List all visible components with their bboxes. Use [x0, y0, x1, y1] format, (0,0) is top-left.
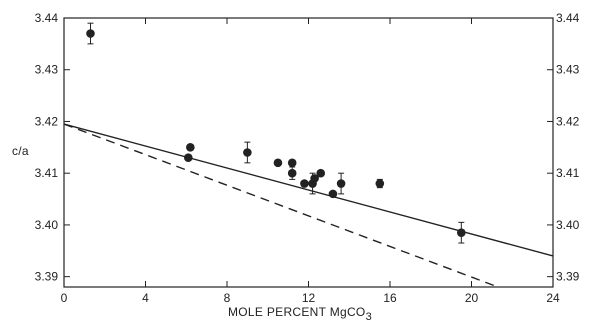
y-tick-label-left-1: 3.40 [35, 218, 59, 232]
y-tick-label-right-4: 3.43 [556, 63, 580, 77]
data-point-13 [375, 179, 385, 188]
y-tick-label-left-0: 3.39 [35, 270, 59, 284]
data-point-3 [243, 148, 252, 157]
y-tick-label-right-0: 3.39 [556, 270, 580, 284]
y-tick-label-right-1: 3.40 [556, 218, 580, 232]
data-point-7 [300, 179, 309, 188]
y-tick-label-right-5: 3.44 [556, 11, 580, 25]
x-tick-label-0: 0 [61, 291, 68, 305]
x-axis-label-main: MOLE PERCENT MgCO [228, 305, 366, 319]
data-point-4 [273, 158, 283, 168]
x-tick-label-1: 4 [142, 291, 149, 305]
data-point-10 [316, 168, 326, 178]
tick-labels: 0 4 8 12 16 20 24 3.39 3.39 3.40 3.40 3.41 3.41 3.42 3… [35, 11, 580, 305]
data-point-1 [186, 143, 195, 152]
x-tick-label-4: 16 [383, 291, 397, 305]
y-tick-label-left-5: 3.44 [35, 11, 59, 25]
data-point-14 [457, 228, 466, 237]
x-axis-label-subscript: 3 [366, 311, 372, 323]
x-tick-label-6: 24 [546, 291, 560, 305]
data-points [86, 22, 466, 244]
x-tick-label-5: 20 [465, 291, 479, 305]
y-tick-label-left-2: 3.41 [35, 166, 59, 180]
data-point-9 [310, 174, 319, 183]
fit-lines [63, 123, 554, 288]
y-axis-label: c/a [12, 144, 29, 158]
x-tick-label-3: 12 [302, 291, 316, 305]
x-tick-label-2: 8 [224, 291, 231, 305]
solid-line-0 [63, 123, 554, 257]
plot-frame [63, 17, 554, 288]
y-tick-label-left-3: 3.42 [35, 114, 59, 128]
data-point-6 [287, 168, 297, 178]
axis-ticks [63, 17, 554, 287]
plot-border [63, 17, 554, 288]
data-point-2 [183, 153, 193, 162]
data-point-12 [336, 179, 346, 188]
y-tick-label-right-2: 3.41 [556, 166, 580, 180]
data-point-11 [328, 189, 338, 199]
x-axis-label: MOLE PERCENT MgCO3 [228, 305, 372, 323]
y-tick-label-left-4: 3.43 [35, 63, 59, 77]
y-tick-label-right-3: 3.42 [556, 114, 580, 128]
dashed-line-1 [63, 123, 499, 288]
data-point-5 [287, 158, 297, 168]
data-point-0 [86, 29, 95, 38]
